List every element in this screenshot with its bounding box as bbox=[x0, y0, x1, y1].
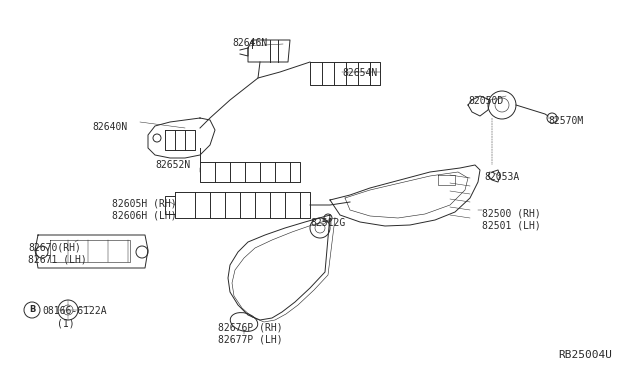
Text: 82605H (RH): 82605H (RH) bbox=[112, 198, 177, 208]
Text: 82646N: 82646N bbox=[232, 38, 268, 48]
Text: 08166-6122A: 08166-6122A bbox=[42, 306, 107, 316]
Text: 82640N: 82640N bbox=[92, 122, 127, 132]
Text: 82670(RH): 82670(RH) bbox=[28, 242, 81, 252]
Text: 82654N: 82654N bbox=[342, 68, 377, 78]
Text: 82500 (RH): 82500 (RH) bbox=[482, 208, 541, 218]
Text: RB25004U: RB25004U bbox=[558, 350, 612, 360]
Text: B: B bbox=[29, 305, 35, 314]
Text: 82570M: 82570M bbox=[548, 116, 583, 126]
Text: 82652N: 82652N bbox=[155, 160, 190, 170]
Text: (1): (1) bbox=[57, 318, 75, 328]
Text: 82606H (LH): 82606H (LH) bbox=[112, 210, 177, 220]
Text: 82050D: 82050D bbox=[468, 96, 503, 106]
Text: 82676P (RH): 82676P (RH) bbox=[218, 322, 283, 332]
Text: 82501 (LH): 82501 (LH) bbox=[482, 220, 541, 230]
Text: 82053A: 82053A bbox=[484, 172, 519, 182]
Text: 82512G: 82512G bbox=[310, 218, 345, 228]
Text: 82671 (LH): 82671 (LH) bbox=[28, 254, 87, 264]
Text: 82677P (LH): 82677P (LH) bbox=[218, 334, 283, 344]
